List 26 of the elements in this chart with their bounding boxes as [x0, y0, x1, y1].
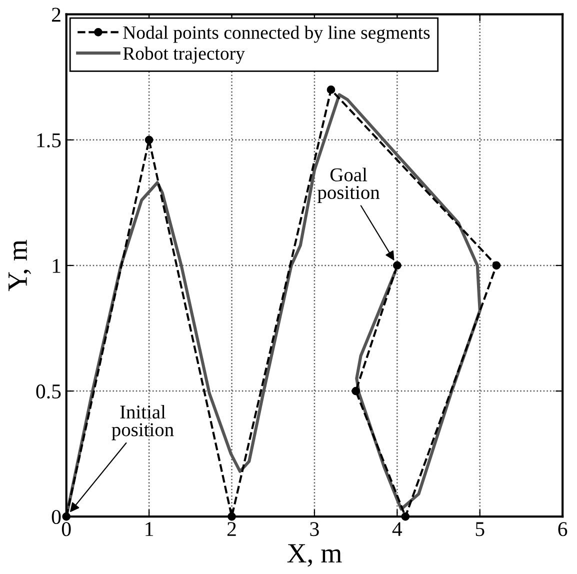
point — [326, 86, 336, 94]
point — [144, 136, 154, 144]
annotation: Initial position — [112, 404, 174, 440]
y-tick-label: 0 — [52, 510, 61, 524]
legend-label: Robot trajectory — [123, 46, 245, 64]
y-tick-label: 0.5 — [36, 384, 61, 399]
x-tick-label: 5 — [476, 522, 484, 536]
x-tick-label: 2 — [227, 522, 236, 536]
point — [393, 261, 402, 270]
y-tick-label: 1 — [52, 258, 60, 273]
annotation: Goal position — [318, 168, 380, 203]
point — [62, 512, 71, 521]
y-axis-title: Y, m — [8, 240, 32, 292]
y-tick-label: 2 — [52, 8, 60, 22]
point — [352, 386, 360, 396]
x-tick-label: 3 — [310, 522, 319, 536]
point — [492, 261, 501, 270]
x-tick-label: 1 — [146, 522, 154, 536]
x-tick-label: 6 — [558, 522, 568, 536]
x-axis-title: X, m — [287, 544, 342, 567]
x-tick-label: 0 — [62, 522, 71, 536]
point — [401, 512, 410, 521]
y-tick-label: 1.5 — [37, 133, 61, 148]
legend-label: Nodal points connected by line segments — [123, 26, 430, 43]
x-tick-label: 4 — [392, 522, 402, 536]
point — [228, 512, 236, 521]
